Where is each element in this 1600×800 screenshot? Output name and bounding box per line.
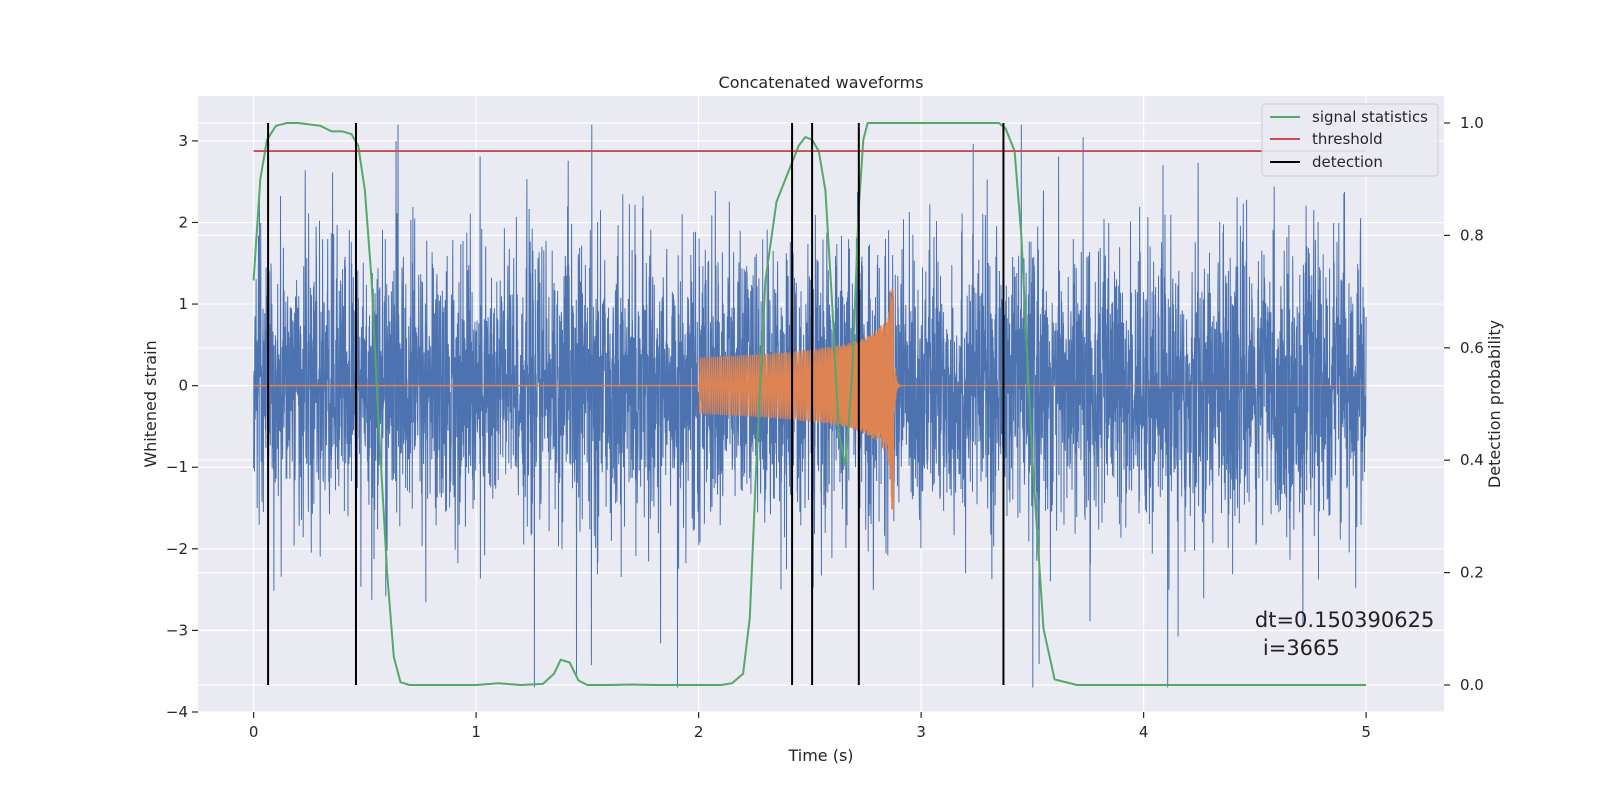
legend-label-detection: detection [1312,153,1383,171]
x-tick-label: 5 [1361,723,1371,741]
chart-title: Concatenated waveforms [719,73,924,92]
y-tick-label: 0 [178,377,188,395]
y-axis-label: Whitened strain [141,340,160,467]
y-tick-label: −2 [166,540,188,558]
noise-line [253,124,1367,688]
y-axis-ticks: −4 −3 −2 −1 0 1 2 3 [166,132,198,721]
x-axis-label: Time (s) [787,746,853,765]
legend-box [1261,103,1439,177]
y-tick-label: −4 [166,703,188,721]
annotation-index: i=3665 [1263,636,1340,660]
noise-series [253,124,1367,688]
y2-tick-label: 0.2 [1460,564,1484,582]
y-tick-label: 2 [178,213,188,231]
x-tick-label: 1 [471,723,481,741]
x-tick-label: 2 [694,723,704,741]
y2-tick-label: 0.0 [1460,676,1484,694]
y2-tick-label: 0.4 [1460,451,1484,469]
x-tick-label: 0 [249,723,259,741]
y2-tick-label: 0.6 [1460,339,1484,357]
y-tick-label: 3 [178,132,188,150]
y2-axis-ticks: 0.0 0.2 0.4 0.6 0.8 1.0 [1444,114,1484,694]
y2-tick-label: 0.8 [1460,226,1484,244]
signal-statistics-line [252,122,1367,686]
y2-axis-label: Detection probability [1485,320,1504,488]
y-tick-label: −1 [166,458,188,476]
x-tick-label: 4 [1139,723,1149,741]
y-tick-label: 1 [178,295,188,313]
injected-signal-line [698,287,1367,512]
annotation-dt: dt=0.150390625 [1255,608,1434,632]
legend: signal statistics threshold detection [1261,103,1439,177]
legend-label-threshold: threshold [1312,130,1383,148]
y-tick-label: −3 [166,621,188,639]
x-tick-label: 3 [916,723,926,741]
signal-statistics-series [252,122,1367,686]
injected-signal-series [253,287,1367,512]
y2-tick-label: 1.0 [1460,114,1484,132]
legend-label-signal-statistics: signal statistics [1312,108,1428,126]
annotation: dt=0.150390625 i=3665 [1255,608,1434,660]
x-axis-ticks: 0 1 2 3 4 5 [249,712,1371,741]
detection-series [267,122,1005,686]
